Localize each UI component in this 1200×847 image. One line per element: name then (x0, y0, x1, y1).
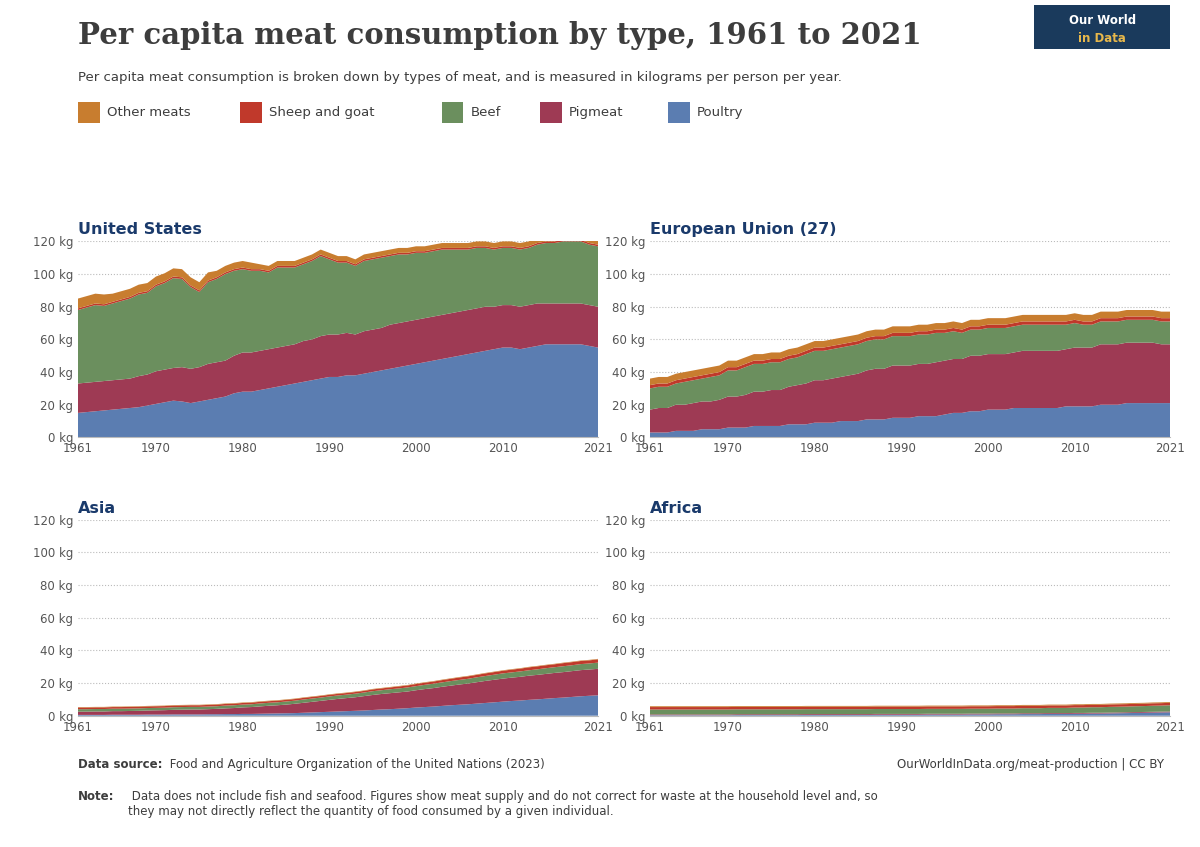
Text: Data source:: Data source: (78, 758, 162, 771)
Text: Sheep and goat: Sheep and goat (269, 106, 374, 119)
Text: European Union (27): European Union (27) (650, 223, 836, 237)
Text: Pigmeat: Pigmeat (569, 106, 623, 119)
Text: Data does not include fish and seafood. Figures show meat supply and do not corr: Data does not include fish and seafood. … (128, 790, 878, 818)
Text: Other meats: Other meats (107, 106, 191, 119)
Text: Poultry: Poultry (697, 106, 744, 119)
Text: Africa: Africa (650, 501, 703, 516)
Text: Per capita meat consumption by type, 1961 to 2021: Per capita meat consumption by type, 196… (78, 21, 922, 50)
Text: United States: United States (78, 223, 202, 237)
Text: Food and Agriculture Organization of the United Nations (2023): Food and Agriculture Organization of the… (166, 758, 545, 771)
Text: Note:: Note: (78, 790, 114, 803)
Text: Our World: Our World (1069, 14, 1135, 27)
Text: Beef: Beef (470, 106, 500, 119)
Text: in Data: in Data (1079, 31, 1126, 45)
Text: Per capita meat consumption is broken down by types of meat, and is measured in : Per capita meat consumption is broken do… (78, 71, 842, 84)
Text: Asia: Asia (78, 501, 116, 516)
Text: OurWorldInData.org/meat-production | CC BY: OurWorldInData.org/meat-production | CC … (898, 758, 1164, 771)
